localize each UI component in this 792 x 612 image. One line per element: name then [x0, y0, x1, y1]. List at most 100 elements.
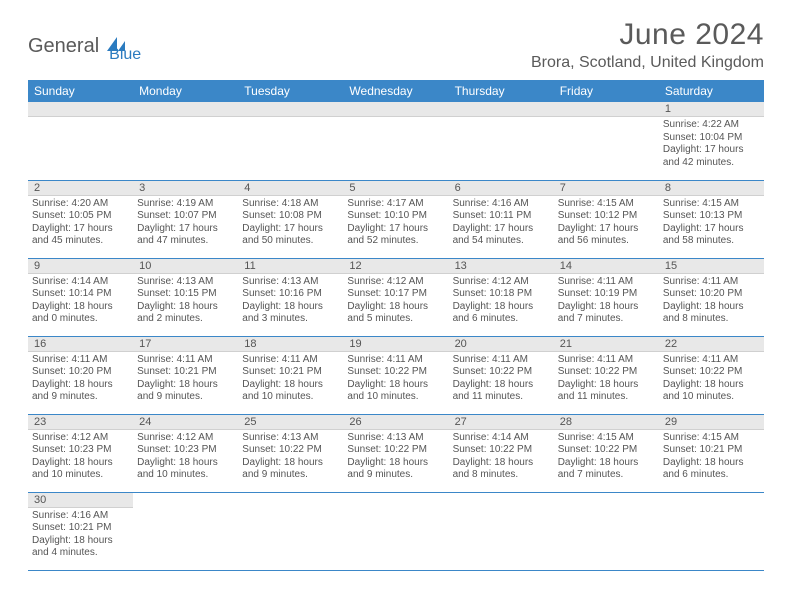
sunset-line: Sunset: 10:18 PM [453, 288, 550, 301]
daylight-line-2: and 45 minutes. [32, 235, 129, 248]
daylight-line: Daylight: 17 hours [663, 223, 760, 236]
daylight-line-2: and 52 minutes. [347, 235, 444, 248]
calendar-week-row: 9Sunrise: 4:14 AMSunset: 10:14 PMDayligh… [28, 258, 764, 336]
daylight-line-2: and 5 minutes. [347, 313, 444, 326]
daylight-line: Daylight: 18 hours [558, 457, 655, 470]
day-sun-info: Sunrise: 4:12 AMSunset: 10:23 PMDaylight… [28, 430, 133, 482]
sunset-line: Sunset: 10:22 PM [663, 366, 760, 379]
day-number: 28 [554, 415, 659, 430]
sunrise-line: Sunrise: 4:13 AM [347, 432, 444, 445]
calendar-week-row: 16Sunrise: 4:11 AMSunset: 10:20 PMDaylig… [28, 336, 764, 414]
sunset-line: Sunset: 10:22 PM [558, 444, 655, 457]
calendar-empty-cell [659, 492, 764, 570]
calendar-empty-cell [343, 102, 448, 180]
day-sun-info: Sunrise: 4:13 AMSunset: 10:22 PMDaylight… [238, 430, 343, 482]
sunrise-line: Sunrise: 4:12 AM [32, 432, 129, 445]
calendar-empty-cell [554, 102, 659, 180]
daylight-line: Daylight: 18 hours [453, 301, 550, 314]
day-header: Monday [133, 80, 238, 102]
day-number: 10 [133, 259, 238, 274]
day-number: 25 [238, 415, 343, 430]
sunrise-line: Sunrise: 4:22 AM [663, 119, 760, 132]
sunrise-line: Sunrise: 4:11 AM [242, 354, 339, 367]
day-sun-info: Sunrise: 4:13 AMSunset: 10:16 PMDaylight… [238, 274, 343, 326]
calendar-day-cell: 26Sunrise: 4:13 AMSunset: 10:22 PMDaylig… [343, 414, 448, 492]
logo-text-general: General [28, 35, 99, 58]
sunrise-line: Sunrise: 4:15 AM [558, 198, 655, 211]
sunset-line: Sunset: 10:21 PM [242, 366, 339, 379]
day-sun-info: Sunrise: 4:12 AMSunset: 10:23 PMDaylight… [133, 430, 238, 482]
logo: General Blue [28, 18, 141, 64]
day-number: 4 [238, 181, 343, 196]
sunrise-line: Sunrise: 4:14 AM [32, 276, 129, 289]
day-number: 20 [449, 337, 554, 352]
daylight-line: Daylight: 18 hours [663, 457, 760, 470]
sunset-line: Sunset: 10:22 PM [347, 366, 444, 379]
daylight-line: Daylight: 18 hours [32, 301, 129, 314]
calendar-day-cell: 9Sunrise: 4:14 AMSunset: 10:14 PMDayligh… [28, 258, 133, 336]
calendar-day-cell: 27Sunrise: 4:14 AMSunset: 10:22 PMDaylig… [449, 414, 554, 492]
day-sun-info: Sunrise: 4:11 AMSunset: 10:20 PMDaylight… [28, 352, 133, 404]
sunrise-line: Sunrise: 4:13 AM [242, 432, 339, 445]
sunrise-line: Sunrise: 4:11 AM [347, 354, 444, 367]
day-number: 21 [554, 337, 659, 352]
sunrise-line: Sunrise: 4:15 AM [558, 432, 655, 445]
daylight-line: Daylight: 18 hours [347, 379, 444, 392]
daylight-line-2: and 54 minutes. [453, 235, 550, 248]
daylight-line: Daylight: 18 hours [558, 379, 655, 392]
calendar-empty-cell [343, 492, 448, 570]
daylight-line: Daylight: 18 hours [32, 535, 129, 548]
sunrise-line: Sunrise: 4:19 AM [137, 198, 234, 211]
day-header: Saturday [659, 80, 764, 102]
day-sun-info: Sunrise: 4:11 AMSunset: 10:19 PMDaylight… [554, 274, 659, 326]
sunset-line: Sunset: 10:23 PM [32, 444, 129, 457]
day-number: 23 [28, 415, 133, 430]
calendar-day-cell: 1Sunrise: 4:22 AMSunset: 10:04 PMDayligh… [659, 102, 764, 180]
day-sun-info: Sunrise: 4:15 AMSunset: 10:13 PMDaylight… [659, 196, 764, 248]
day-sun-info: Sunrise: 4:13 AMSunset: 10:22 PMDaylight… [343, 430, 448, 482]
day-number: 6 [449, 181, 554, 196]
calendar-day-cell: 18Sunrise: 4:11 AMSunset: 10:21 PMDaylig… [238, 336, 343, 414]
day-number: 3 [133, 181, 238, 196]
daylight-line: Daylight: 18 hours [453, 457, 550, 470]
day-header: Thursday [449, 80, 554, 102]
day-sun-info: Sunrise: 4:11 AMSunset: 10:22 PMDaylight… [343, 352, 448, 404]
sunset-line: Sunset: 10:21 PM [663, 444, 760, 457]
day-sun-info: Sunrise: 4:17 AMSunset: 10:10 PMDaylight… [343, 196, 448, 248]
day-number: 8 [659, 181, 764, 196]
day-number: 12 [343, 259, 448, 274]
daylight-line: Daylight: 18 hours [137, 301, 234, 314]
calendar-day-cell: 12Sunrise: 4:12 AMSunset: 10:17 PMDaylig… [343, 258, 448, 336]
daylight-line-2: and 7 minutes. [558, 469, 655, 482]
calendar-empty-cell [238, 102, 343, 180]
daylight-line-2: and 56 minutes. [558, 235, 655, 248]
day-number: 15 [659, 259, 764, 274]
calendar-day-cell: 15Sunrise: 4:11 AMSunset: 10:20 PMDaylig… [659, 258, 764, 336]
sunrise-line: Sunrise: 4:12 AM [453, 276, 550, 289]
day-sun-info: Sunrise: 4:15 AMSunset: 10:12 PMDaylight… [554, 196, 659, 248]
daylight-line-2: and 47 minutes. [137, 235, 234, 248]
daylight-line: Daylight: 17 hours [347, 223, 444, 236]
logo-text-blue: Blue [109, 46, 141, 64]
calendar-day-cell: 6Sunrise: 4:16 AMSunset: 10:11 PMDayligh… [449, 180, 554, 258]
calendar-empty-cell [238, 492, 343, 570]
empty-daynum-bar [238, 102, 343, 117]
day-sun-info: Sunrise: 4:16 AMSunset: 10:21 PMDaylight… [28, 508, 133, 560]
daylight-line: Daylight: 18 hours [663, 379, 760, 392]
day-header: Friday [554, 80, 659, 102]
calendar-day-cell: 16Sunrise: 4:11 AMSunset: 10:20 PMDaylig… [28, 336, 133, 414]
calendar-empty-cell [28, 102, 133, 180]
sunset-line: Sunset: 10:16 PM [242, 288, 339, 301]
daylight-line: Daylight: 18 hours [558, 301, 655, 314]
sunset-line: Sunset: 10:22 PM [453, 366, 550, 379]
daylight-line-2: and 9 minutes. [242, 469, 339, 482]
calendar-day-cell: 8Sunrise: 4:15 AMSunset: 10:13 PMDayligh… [659, 180, 764, 258]
sunrise-line: Sunrise: 4:13 AM [137, 276, 234, 289]
sunrise-line: Sunrise: 4:13 AM [242, 276, 339, 289]
day-header: Sunday [28, 80, 133, 102]
sunrise-line: Sunrise: 4:11 AM [558, 354, 655, 367]
empty-daynum-bar [449, 102, 554, 117]
daylight-line: Daylight: 17 hours [32, 223, 129, 236]
daylight-line: Daylight: 17 hours [453, 223, 550, 236]
daylight-line-2: and 8 minutes. [663, 313, 760, 326]
